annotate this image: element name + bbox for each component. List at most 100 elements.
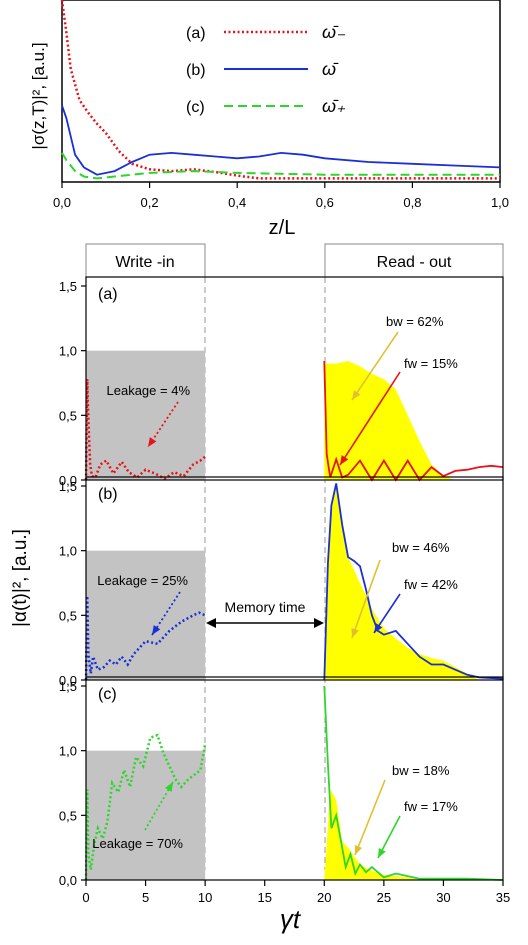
y-tick-label: 0,5	[59, 608, 77, 623]
bw-arrow-head	[352, 390, 361, 400]
bottom-x-tick-label: 0	[82, 890, 89, 905]
write-in-header-label: Write -in	[115, 254, 174, 271]
legend-entry-b: (b) ω̄	[186, 59, 339, 79]
y-tick-label: 1,0	[59, 744, 77, 759]
legend-name-a: ω̄₋	[322, 22, 346, 42]
fw-label: fw = 15%	[404, 356, 458, 371]
read-out-fill	[324, 486, 480, 680]
memory-time-annotation: Memory time	[206, 599, 324, 628]
top-chart: 0,0 0,2 0,4 0,6 0,8 1,0 z/L |σ(z,T)|², [a.u.]…	[29, 0, 509, 239]
bottom-x-tick-label: 30	[436, 890, 450, 905]
bottom-y-axis-label: |α(t)|², [a.u.]	[10, 529, 31, 627]
panel-b: 0,0 0,5 1,0 1,5 (b) Leakage = 25% bw = 46% fw =…	[59, 476, 504, 688]
top-series-group	[60, 0, 501, 180]
y-tick-label: 1,5	[59, 679, 77, 694]
write-in-shade	[86, 550, 206, 680]
read-out-fill	[324, 361, 456, 480]
y-tick-label: 1,0	[59, 544, 77, 559]
top-y-axis-label: |σ(z,T)|², [a.u.]	[29, 42, 48, 149]
fw-label: fw = 17%	[404, 799, 458, 814]
top-x-tick-label: 0,4	[228, 195, 246, 210]
bottom-chart: Write -in Read - out 0,0 0,5 1,0 1,5 (a) Leak…	[10, 243, 510, 934]
top-series-c	[61, 152, 500, 180]
top-x-tick-label: 0,6	[316, 195, 334, 210]
bottom-x-ticks: 0 5 10 15 20 25 30 35	[82, 880, 510, 905]
read-out-header-box	[324, 243, 504, 278]
memory-arrow-head-left	[206, 618, 216, 628]
leakage-label: Leakage = 25%	[97, 573, 188, 588]
read-out-curve	[323, 685, 504, 881]
top-x-tick-label: 0,8	[403, 195, 421, 210]
memory-arrow-head-right	[314, 618, 324, 628]
fw-arrow-head	[340, 455, 349, 465]
leakage-arrow-head	[148, 437, 157, 447]
write-in-curve	[84, 379, 206, 481]
leakage-arrow-head	[152, 625, 161, 635]
bw-arrow-head	[351, 628, 359, 638]
write-in-shade	[86, 750, 206, 880]
legend-name-c: ω̄₊	[322, 96, 346, 116]
memory-time-label: Memory time	[225, 599, 306, 615]
legend-entry-a: (a) ω̄₋	[186, 22, 346, 42]
top-x-ticks: 0,0 0,2 0,4 0,6 0,8 1,0	[53, 182, 509, 210]
write-in-curve	[84, 733, 207, 881]
panel-label: (c)	[98, 686, 117, 703]
legend-name-b: ω̄	[322, 59, 339, 79]
panel-label: (b)	[98, 486, 118, 503]
write-in-shade	[86, 350, 206, 480]
bw-arrow	[351, 559, 381, 639]
y-tick-label: 0,5	[59, 408, 77, 423]
write-in-header-box	[85, 243, 206, 278]
bw-arrow	[354, 779, 386, 856]
panel-frame	[85, 276, 504, 481]
bottom-x-tick-label: 10	[198, 890, 212, 905]
top-x-tick-label: 1,0	[491, 195, 509, 210]
panel-frame	[85, 476, 504, 681]
top-legend: (a) ω̄₋ (b) ω̄ (c) ω̄₊	[186, 22, 346, 116]
bw-label: bw = 18%	[392, 763, 450, 778]
top-series-a	[60, 0, 500, 180]
y-tick-label: 1,5	[59, 279, 77, 294]
leakage-label: Leakage = 4%	[107, 383, 191, 398]
fw-arrow-head	[378, 848, 386, 858]
fw-arrow-head	[374, 623, 383, 633]
bw-arrow-head	[354, 845, 363, 855]
panels-group: 0,0 0,5 1,0 1,5 (a) Leakage = 4% bw = 62% fw = …	[59, 276, 504, 888]
bottom-x-tick-label: 5	[142, 890, 149, 905]
legend-entry-c: (c) ω̄₊	[186, 96, 346, 116]
legend-key-a: (a)	[186, 25, 206, 42]
leakage-label: Leakage = 70%	[92, 836, 183, 851]
top-x-tick-label: 0,0	[53, 195, 71, 210]
bw-label: bw = 46%	[392, 540, 450, 555]
fw-arrow	[339, 371, 401, 466]
top-plot-frame	[61, 0, 501, 183]
leakage-arrow	[144, 781, 174, 831]
y-tick-label: 1,5	[59, 479, 77, 494]
bottom-x-axis-label: γt	[280, 904, 302, 934]
top-x-axis-label: z/L	[269, 217, 296, 239]
bottom-x-tick-label: 25	[377, 890, 391, 905]
fw-label: fw = 42%	[404, 577, 458, 592]
legend-key-c: (c)	[186, 99, 205, 116]
bw-arrow	[351, 331, 399, 401]
bottom-x-tick-label: 35	[496, 890, 510, 905]
read-out-curve	[323, 483, 504, 681]
panel-a: 0,0 0,5 1,0 1,5 (a) Leakage = 4% bw = 62% fw = …	[59, 276, 504, 488]
top-series-b	[61, 105, 501, 176]
y-tick-label: 1,0	[59, 344, 77, 359]
y-tick-label: 0,0	[59, 673, 77, 688]
panel-label: (a)	[98, 286, 118, 303]
panel-frame	[85, 676, 504, 881]
leakage-arrow-head	[164, 782, 173, 792]
read-out-fill	[324, 789, 420, 880]
top-x-tick-label: 0,2	[141, 195, 159, 210]
read-out-header-label: Read - out	[377, 254, 452, 271]
bw-label: bw = 62%	[386, 314, 444, 329]
y-tick-label: 0,5	[59, 808, 77, 823]
bottom-x-tick-label: 20	[317, 890, 331, 905]
bottom-x-tick-label: 15	[257, 890, 271, 905]
y-tick-label: 0,0	[59, 873, 77, 888]
panel-c: 0,0 0,5 1,0 1,5 (c) Leakage = 70% bw = 18% fw =…	[59, 676, 504, 888]
y-tick-label: 0,0	[59, 473, 77, 488]
